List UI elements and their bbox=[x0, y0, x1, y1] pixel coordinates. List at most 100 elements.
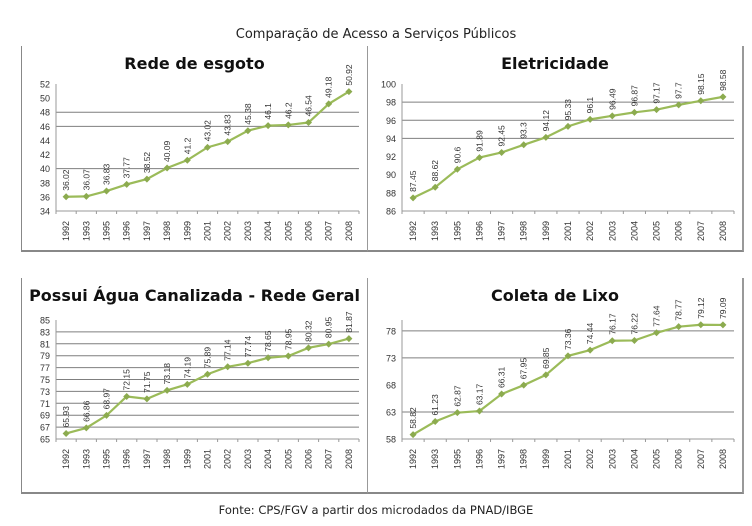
data-label: 40.09 bbox=[162, 140, 172, 162]
x-tick-label: 1996 bbox=[122, 221, 132, 241]
x-tick-label: 2005 bbox=[652, 221, 662, 241]
data-label: 49.18 bbox=[324, 76, 334, 98]
x-tick-label: 2002 bbox=[223, 221, 233, 241]
data-label: 78.65 bbox=[263, 330, 273, 352]
x-tick-label: 1999 bbox=[182, 449, 192, 469]
y-tick-label: 79 bbox=[40, 351, 50, 361]
chart-title: Possui Água Canalizada - Rede Geral bbox=[29, 286, 360, 305]
x-tick-label: 2008 bbox=[718, 449, 728, 469]
data-label: 77.14 bbox=[223, 339, 233, 361]
data-label: 71.75 bbox=[142, 371, 152, 393]
x-tick-label: 1993 bbox=[81, 449, 91, 469]
y-tick-label: 96 bbox=[386, 116, 396, 126]
x-tick-label: 2004 bbox=[263, 221, 273, 241]
data-point bbox=[82, 424, 90, 432]
x-tick-label: 1995 bbox=[452, 449, 462, 469]
x-tick-label: 2006 bbox=[674, 221, 684, 241]
x-tick-label: 1999 bbox=[541, 449, 551, 469]
data-label: 73.36 bbox=[563, 328, 573, 350]
data-label: 90.6 bbox=[452, 146, 462, 163]
data-point bbox=[586, 346, 594, 354]
line-chart: 58 63 68 73 78 1992 1993 1995 1996 1997 1998 1999 20… bbox=[386, 297, 735, 469]
x-tick-label: 2002 bbox=[585, 221, 595, 241]
data-label: 88.62 bbox=[430, 160, 440, 182]
data-point bbox=[204, 370, 211, 378]
data-point bbox=[431, 183, 439, 191]
x-tick-label: 1999 bbox=[541, 221, 551, 241]
y-tick-label: 38 bbox=[40, 178, 50, 188]
data-label: 79.09 bbox=[718, 297, 728, 319]
data-point bbox=[284, 352, 292, 360]
data-label: 58.82 bbox=[408, 407, 418, 429]
chart-title: Eletricidade bbox=[501, 54, 609, 73]
y-tick-label: 85 bbox=[40, 316, 50, 326]
data-label: 67.95 bbox=[519, 358, 529, 380]
data-point bbox=[244, 127, 252, 135]
x-tick-label: 1992 bbox=[61, 449, 71, 469]
x-tick-label: 1998 bbox=[519, 449, 529, 469]
data-point bbox=[431, 418, 439, 426]
y-tick-label: 40 bbox=[40, 164, 50, 174]
data-label: 45.38 bbox=[243, 103, 253, 125]
data-label: 66.31 bbox=[497, 367, 507, 389]
data-point bbox=[325, 100, 333, 108]
data-point bbox=[498, 390, 506, 398]
data-point bbox=[630, 108, 638, 116]
data-point bbox=[103, 187, 110, 195]
data-label: 77.74 bbox=[243, 336, 253, 358]
y-tick-label: 77 bbox=[40, 363, 50, 373]
y-tick-label: 52 bbox=[40, 80, 50, 90]
y-tick-label: 58 bbox=[386, 435, 396, 445]
y-tick-label: 68 bbox=[386, 380, 396, 390]
x-tick-label: 2002 bbox=[223, 449, 233, 469]
x-tick-label: 2006 bbox=[304, 449, 314, 469]
data-point bbox=[630, 336, 638, 344]
x-tick-label: 1995 bbox=[452, 221, 462, 241]
y-tick-label: 71 bbox=[40, 399, 50, 409]
data-point bbox=[62, 193, 70, 201]
x-tick-label: 2004 bbox=[263, 449, 273, 469]
x-tick-label: 1995 bbox=[102, 221, 112, 241]
data-point bbox=[564, 352, 572, 360]
x-tick-label: 2005 bbox=[283, 449, 293, 469]
x-tick-label: 2007 bbox=[696, 449, 706, 469]
x-tick-label: 1997 bbox=[142, 449, 152, 469]
data-point bbox=[345, 88, 353, 96]
x-tick-label: 2002 bbox=[585, 449, 595, 469]
data-point bbox=[284, 121, 292, 129]
data-label: 73.18 bbox=[162, 363, 172, 385]
y-tick-label: 73 bbox=[386, 353, 396, 363]
data-point bbox=[103, 411, 110, 419]
data-label: 72.15 bbox=[122, 369, 132, 391]
data-label: 46.1 bbox=[263, 103, 273, 120]
data-label: 74.44 bbox=[585, 323, 595, 345]
data-point bbox=[163, 164, 171, 172]
data-label: 80.32 bbox=[304, 320, 314, 342]
y-tick-label: 98 bbox=[386, 98, 396, 108]
data-point bbox=[224, 363, 232, 371]
data-label: 69.85 bbox=[541, 347, 551, 369]
data-point bbox=[498, 148, 506, 156]
data-point bbox=[719, 321, 727, 329]
data-label: 98.15 bbox=[696, 73, 706, 95]
data-point bbox=[409, 431, 417, 439]
data-point bbox=[608, 337, 616, 345]
line-chart: 34 36 38 40 42 44 46 48 50 52 1992 1993 1995 1996 1997… bbox=[40, 64, 360, 241]
data-label: 95.33 bbox=[563, 99, 573, 121]
x-tick-label: 2001 bbox=[203, 449, 213, 469]
y-tick-label: 48 bbox=[40, 108, 50, 118]
data-label: 92.45 bbox=[497, 125, 507, 147]
x-tick-label: 1996 bbox=[474, 221, 484, 241]
x-tick-label: 2001 bbox=[563, 221, 573, 241]
data-point bbox=[675, 101, 683, 109]
data-label: 78.95 bbox=[283, 328, 293, 350]
x-tick-label: 1992 bbox=[408, 449, 418, 469]
data-point bbox=[325, 340, 333, 348]
data-label: 96.49 bbox=[607, 88, 617, 110]
data-label: 65.93 bbox=[61, 406, 71, 428]
chart-title: Rede de esgoto bbox=[124, 54, 265, 73]
x-tick-label: 2006 bbox=[674, 449, 684, 469]
y-tick-label: 67 bbox=[40, 423, 50, 433]
data-label: 68.97 bbox=[102, 388, 112, 410]
data-label: 36.07 bbox=[81, 169, 91, 191]
